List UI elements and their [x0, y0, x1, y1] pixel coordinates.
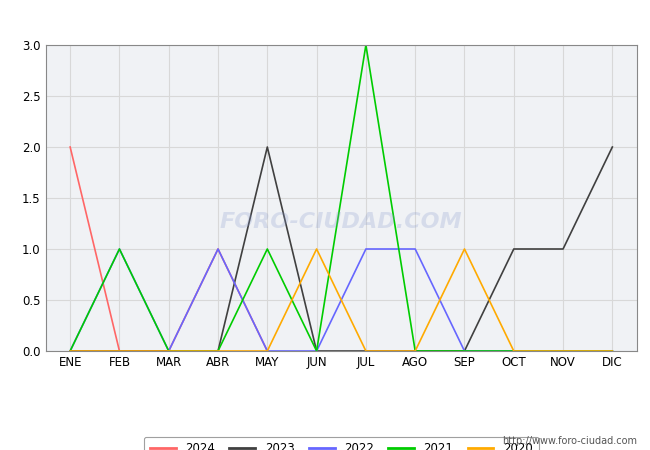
- Legend: 2024, 2023, 2022, 2021, 2020: 2024, 2023, 2022, 2021, 2020: [144, 436, 539, 450]
- Text: FORO-CIUDAD.COM: FORO-CIUDAD.COM: [220, 212, 463, 233]
- Text: http://www.foro-ciudad.com: http://www.foro-ciudad.com: [502, 436, 637, 446]
- Text: Matriculaciones de Vehiculos en El Cañavate: Matriculaciones de Vehiculos en El Cañav…: [140, 11, 510, 29]
